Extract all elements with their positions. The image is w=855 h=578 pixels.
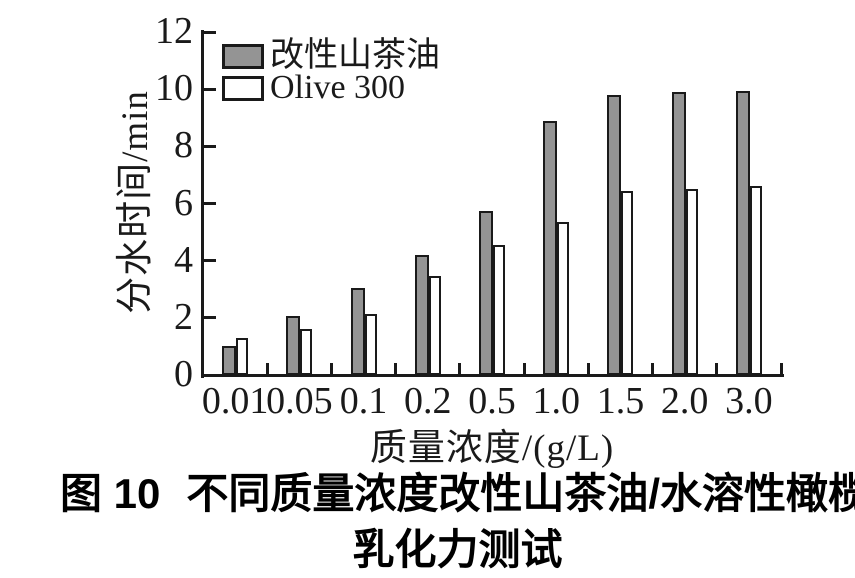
bar-gray-0.5 xyxy=(479,211,493,375)
y-tick-label-0: 0 xyxy=(174,353,193,395)
x-axis-line xyxy=(201,374,784,377)
legend-swatch-gray xyxy=(222,43,264,69)
x-tick-5 xyxy=(522,363,526,375)
bar-white-1.5 xyxy=(621,191,633,375)
y-tick-2 xyxy=(203,316,216,320)
bar-white-3.0 xyxy=(750,186,762,375)
legend-swatch-white xyxy=(222,75,264,101)
legend: 改性山茶油 Olive 300 xyxy=(222,37,440,106)
legend-row-series-2: Olive 300 xyxy=(222,69,440,106)
x-tick-8 xyxy=(715,363,719,375)
x-tick-label-1.0: 1.0 xyxy=(532,380,580,422)
legend-label-series-2: Olive 300 xyxy=(270,69,406,106)
x-tick-label-0.05: 0.05 xyxy=(266,380,333,422)
y-tick-label-2: 2 xyxy=(174,295,193,338)
y-tick-label-10: 10 xyxy=(155,67,193,110)
x-tick-label-1.5: 1.5 xyxy=(596,380,645,422)
x-axis-title: 质量浓度/(g/L) xyxy=(369,428,615,469)
caption-title-text: 不同质量浓度改性山茶油/水溶性橄榄油 xyxy=(186,470,855,517)
bar-gray-0.05 xyxy=(286,316,300,375)
bar-gray-2.0 xyxy=(672,92,686,375)
x-tick-4 xyxy=(458,363,462,375)
bar-gray-3.0 xyxy=(736,91,750,375)
y-tick-6 xyxy=(203,202,216,205)
x-tick-label-0.1: 0.1 xyxy=(339,380,388,422)
caption-figure-number: 图 10 xyxy=(60,470,161,517)
bar-white-2.0 xyxy=(686,189,698,375)
bar-white-0.5 xyxy=(493,245,505,375)
y-tick-label-6: 6 xyxy=(174,181,193,224)
bar-gray-0.01 xyxy=(222,346,236,375)
y-tick-label-12: 12 xyxy=(155,10,193,52)
bar-gray-1.0 xyxy=(543,121,557,375)
x-tick-label-0.01: 0.01 xyxy=(201,380,269,422)
bar-white-0.2 xyxy=(429,276,441,375)
x-tick-label-0.5: 0.5 xyxy=(468,380,516,422)
x-tick-6 xyxy=(586,363,590,375)
legend-label-series-1: 改性山茶油 xyxy=(270,37,440,74)
legend-row-series-1: 改性山茶油 xyxy=(222,37,440,74)
bar-gray-0.1 xyxy=(351,288,365,375)
y-tick-label-4: 4 xyxy=(174,238,193,281)
x-tick-3 xyxy=(394,363,398,375)
y-axis-line xyxy=(201,30,204,378)
x-tick-label-3.0: 3.0 xyxy=(725,380,773,422)
y-tick-10 xyxy=(203,87,216,91)
caption-line-2: 乳化力测试 xyxy=(352,526,563,573)
x-tick-7 xyxy=(651,363,655,375)
x-tick-label-0.2: 0.2 xyxy=(404,380,452,422)
caption-line-1: 图 10 不同质量浓度改性山茶油/水溶性橄榄油 xyxy=(60,466,855,522)
x-tick-9 xyxy=(779,363,783,375)
x-tick-1 xyxy=(265,363,269,375)
x-tick-label-2.0: 2.0 xyxy=(660,380,709,422)
y-tick-4 xyxy=(203,259,216,263)
bar-white-0.01 xyxy=(236,338,248,375)
y-tick-12 xyxy=(203,30,216,34)
bar-white-1.0 xyxy=(557,222,569,375)
y-tick-label-8: 8 xyxy=(174,124,193,167)
bar-gray-1.5 xyxy=(607,95,621,375)
y-tick-8 xyxy=(203,144,216,148)
bar-white-0.05 xyxy=(300,329,312,375)
figure-caption: 图 10 不同质量浓度改性山茶油/水溶性橄榄油 乳化力测试 xyxy=(60,466,855,578)
bar-white-0.1 xyxy=(365,314,377,375)
bar-gray-0.2 xyxy=(415,255,429,375)
x-tick-2 xyxy=(329,363,333,375)
